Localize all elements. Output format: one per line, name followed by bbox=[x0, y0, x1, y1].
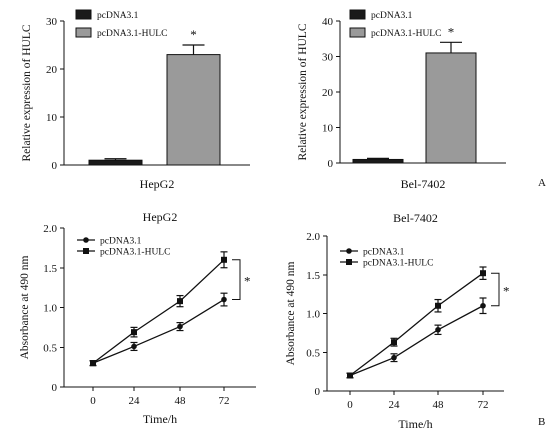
marker-circle bbox=[346, 248, 352, 254]
legend-label: pcDNA3.1 bbox=[371, 11, 413, 21]
legend-label: pcDNA3.1 bbox=[100, 237, 142, 247]
y-tick-label: 2.0 bbox=[306, 231, 320, 243]
legend-label: pcDNA3.1-HULC bbox=[371, 29, 441, 39]
y-axis-label: Absorbance at 490 nm bbox=[285, 262, 297, 366]
panel-label-b: B bbox=[538, 416, 545, 428]
y-tick-label: 20 bbox=[322, 87, 334, 99]
y-tick-label: 2.0 bbox=[43, 223, 57, 235]
marker-circle bbox=[177, 323, 183, 330]
marker-square bbox=[347, 372, 353, 379]
legend-label: pcDNA3.1-HULC bbox=[100, 248, 170, 258]
x-tick-label: 48 bbox=[433, 399, 445, 411]
chart-hepg2-absorbance: 0 0.5 1.0 1.5 2.0 Absorbance at 490 nm Time/h H… bbox=[19, 210, 256, 426]
x-tick-label: 72 bbox=[219, 395, 230, 407]
x-axis-label: Bel-7402 bbox=[401, 177, 446, 191]
y-tick-label: 1.5 bbox=[43, 263, 57, 275]
marker-circle bbox=[221, 296, 227, 303]
marker-circle bbox=[131, 343, 137, 350]
chart-bel7402-expression: 0 10 20 30 40 Relative expression of HULC Bel-… bbox=[297, 9, 506, 191]
bar bbox=[425, 52, 477, 164]
y-tick-label: 10 bbox=[46, 112, 58, 124]
y-axis-label: Absorbance at 490 nm bbox=[19, 256, 31, 360]
marker-circle bbox=[435, 326, 441, 333]
marker-square bbox=[83, 248, 89, 254]
y-tick-label: 10 bbox=[322, 123, 334, 135]
y-tick-label: 0 bbox=[52, 160, 58, 172]
series-line bbox=[92, 259, 225, 364]
marker-square bbox=[90, 360, 96, 367]
significance-bracket bbox=[491, 272, 500, 307]
x-axis-label: HepG2 bbox=[140, 177, 175, 191]
chart-title: HepG2 bbox=[143, 210, 178, 224]
legend-label: pcDNA3.1 bbox=[363, 248, 405, 258]
x-axis-label: Time/h bbox=[398, 417, 432, 431]
legend-label: pcDNA3.1 bbox=[97, 11, 139, 21]
marker-square bbox=[435, 302, 441, 309]
marker-square bbox=[391, 339, 397, 346]
marker-square bbox=[177, 298, 183, 305]
marker-square bbox=[346, 259, 352, 265]
x-tick-label: 24 bbox=[129, 395, 141, 407]
y-axis-label: Relative expression of HULC bbox=[297, 23, 309, 160]
x-tick-label: 48 bbox=[175, 395, 187, 407]
significance-marker: * bbox=[448, 24, 455, 39]
marker-square bbox=[480, 270, 486, 277]
y-tick-label: 1.0 bbox=[43, 303, 57, 315]
marker-square bbox=[131, 329, 137, 336]
x-tick-label: 72 bbox=[478, 399, 489, 411]
chart-bel7402-absorbance: 0 0.5 1.0 1.5 2.0 Absorbance at 490 nm Time/h B… bbox=[285, 211, 510, 431]
bar bbox=[352, 158, 404, 164]
y-tick-label: 0 bbox=[328, 158, 334, 170]
marker-circle bbox=[83, 237, 89, 243]
y-axis-label: Relative expression of HULC bbox=[21, 24, 33, 161]
x-axis-label: Time/h bbox=[143, 412, 177, 426]
marker-circle bbox=[480, 302, 486, 309]
legend-swatch bbox=[349, 9, 366, 20]
marker-square bbox=[221, 256, 227, 263]
x-tick-label: 0 bbox=[90, 395, 96, 407]
marker-circle bbox=[391, 354, 397, 361]
chart-hepg2-expression: 0 10 20 30 Relative expression of HULC HepG2 *… bbox=[21, 9, 250, 191]
y-tick-label: 1.5 bbox=[306, 270, 320, 282]
y-tick-label: 0.5 bbox=[43, 342, 57, 354]
x-tick-label: 0 bbox=[347, 399, 353, 411]
significance-bracket bbox=[232, 259, 241, 301]
y-tick-label: 0 bbox=[52, 382, 58, 394]
y-tick-label: 1.0 bbox=[306, 309, 320, 321]
significance-marker: * bbox=[190, 27, 197, 42]
y-tick-label: 30 bbox=[46, 16, 58, 28]
y-tick-label: 30 bbox=[322, 52, 334, 64]
series-line bbox=[349, 305, 484, 377]
significance-marker: * bbox=[503, 283, 510, 298]
y-tick-label: 0.5 bbox=[306, 347, 320, 359]
legend-label: pcDNA3.1-HULC bbox=[97, 29, 167, 39]
significance-marker: * bbox=[244, 274, 251, 289]
legend-swatch bbox=[75, 27, 92, 38]
series-line bbox=[92, 298, 225, 364]
y-tick-label: 0 bbox=[315, 386, 321, 398]
bar bbox=[166, 54, 221, 166]
x-tick-label: 24 bbox=[389, 399, 401, 411]
legend-label: pcDNA3.1-HULC bbox=[363, 259, 433, 269]
panel-label-a: A bbox=[538, 177, 546, 189]
series-line bbox=[349, 272, 484, 377]
chart-title: Bel-7402 bbox=[393, 211, 438, 225]
y-tick-label: 40 bbox=[322, 16, 334, 28]
bar bbox=[88, 159, 143, 166]
y-tick-label: 20 bbox=[46, 64, 58, 76]
legend-swatch bbox=[75, 9, 92, 20]
legend-swatch bbox=[349, 27, 366, 38]
